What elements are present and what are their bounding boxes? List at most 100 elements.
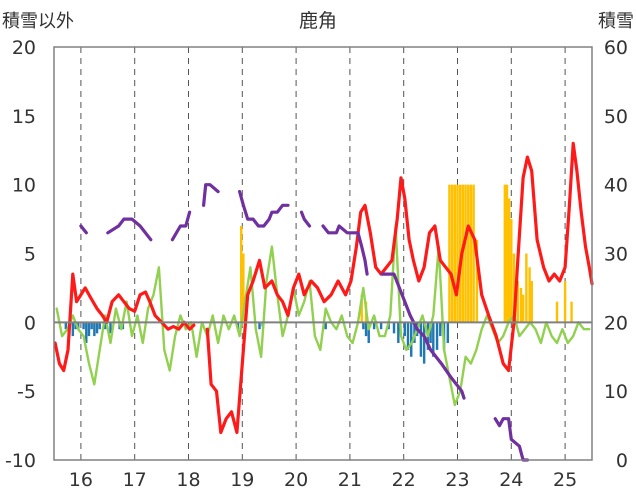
snow-bar [456,184,459,323]
purple-series-line [79,224,88,235]
precip-bar [103,322,107,330]
y-right-tick-label: 20 [604,312,628,334]
precip-bar [432,322,435,357]
y-left-tick-label: 10 [12,175,36,197]
precip-bar [372,322,376,330]
precip-bar [87,322,91,337]
axis-layer [53,46,593,461]
snow-bar [469,184,473,323]
precip-bar [429,322,432,343]
red-series-line [53,272,196,373]
purple-series-line [238,190,290,228]
precip-bar [435,322,439,350]
snow-bar [472,184,475,323]
purple-series-line [321,224,369,276]
precip-bar [74,322,77,330]
y-right-tick-label: 60 [604,37,628,59]
snow-bar [360,294,363,323]
snow-bar [240,225,243,323]
precip-bar [422,322,426,364]
precip-bar [362,322,365,330]
snow-bar [450,184,454,323]
precip-bar [392,322,396,334]
plot-frame [53,46,593,461]
x-tick-label: 20 [284,469,308,491]
purple-series-line [170,210,192,242]
snow-bar [448,184,451,323]
y-left-tick-label: 5 [24,244,36,266]
precip-bar [419,322,423,357]
precip-bar [85,322,88,343]
right-axis-title: 積雪 [598,11,634,32]
snow-bar [521,294,525,323]
y-right-tick-label: 30 [604,244,628,266]
x-tick-label: 25 [553,469,577,491]
snow-bar [467,184,470,323]
snow-bar [505,184,509,323]
tick-label-layer: -10 -5 0 5 10 15 20 0 10 20 30 40 50 60 16 17 18 19 20 21 22… [5,37,628,491]
precip-bar [64,322,68,330]
x-tick-label: 24 [499,469,523,491]
x-tick-label: 23 [445,469,469,491]
snow-bar [519,287,523,323]
precip-bar [397,322,400,343]
snow-bar [242,253,245,323]
precip-bar [93,322,96,337]
purple-series-line [493,417,529,462]
left-axis-title: 積雪以外 [2,11,74,32]
snow-bar [464,184,467,323]
snow-bar [555,301,559,323]
precip-bar [403,322,406,337]
y-left-tick-label: -10 [5,450,36,472]
snow-bar [563,281,567,323]
purple-series-line [106,217,153,242]
snow-bar [510,219,513,323]
x-tick-label: 17 [123,469,147,491]
precip-bar [379,322,383,330]
snow-bar [528,267,531,323]
grid-layer [80,47,566,460]
snow-bar [453,184,457,323]
purple-series-line [202,183,220,207]
precip-bar [439,322,442,337]
x-tick-label: 19 [230,469,254,491]
x-tick-label: 22 [392,469,416,491]
precip-bar [413,322,416,343]
precip-bar [98,322,101,330]
snow-bar [530,281,533,323]
x-tick-label: 21 [338,469,362,491]
chart-title: 鹿角 [299,10,337,32]
y-right-tick-label: 50 [604,106,628,128]
snow-bar [503,184,507,323]
x-tick-label: 18 [176,469,200,491]
snow-bar [475,239,479,323]
y-left-tick-label: 20 [12,37,36,59]
y-left-tick-label: -5 [17,381,36,403]
green-series-line [55,224,591,407]
lines-layer [53,141,594,462]
precip-bar [76,322,80,330]
snow-bar [516,281,519,323]
snow-bar [525,253,528,323]
precip-bar [367,322,370,343]
precip-bar [258,322,261,330]
y-right-tick-label: 40 [604,175,628,197]
y-right-tick-label: 10 [604,381,628,403]
snow-bar [507,198,511,323]
x-tick-label: 16 [69,469,93,491]
precip-bar [109,322,112,334]
snow-bar [512,253,516,323]
purple-series-line [380,272,466,400]
precip-bar [82,322,85,330]
y-left-tick-label: 15 [12,106,36,128]
precip-bar [410,322,413,357]
precip-bar [406,322,410,350]
precip-bar [446,322,450,343]
precip-bar [364,322,368,337]
red-series-line [205,141,594,435]
snow-bar [570,301,573,323]
precip-bar [95,322,99,334]
purple-series-line [299,210,312,228]
precip-bar [324,322,327,330]
